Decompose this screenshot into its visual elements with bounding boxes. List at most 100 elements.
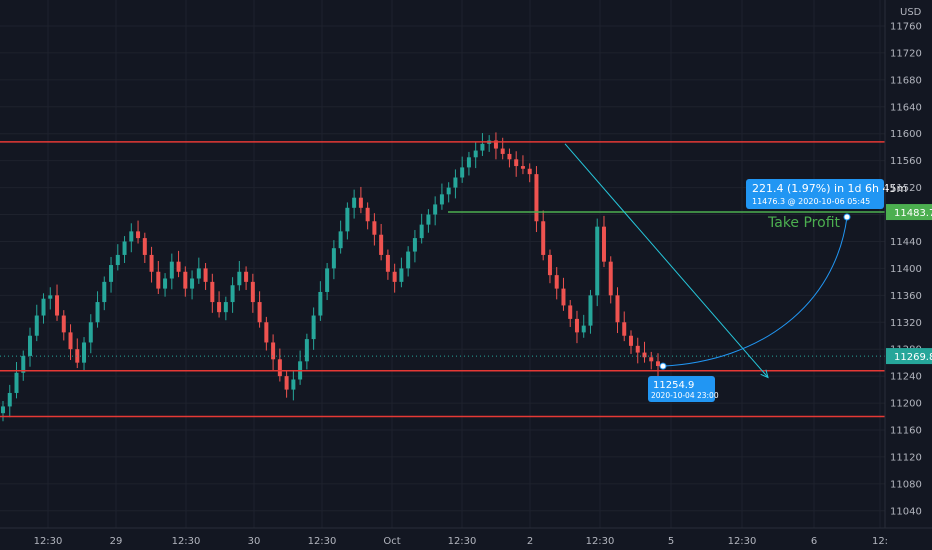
candle-down	[656, 353, 660, 377]
time-axis[interactable]: 12:30 29 12:30 30 12:30 Oct 12:30 2 12:30 5 12:30 6…	[0, 527, 932, 547]
candle-body	[331, 248, 336, 269]
time-tick-label: 6	[811, 536, 817, 547]
candle-down	[136, 220, 141, 244]
candle-body	[507, 153, 512, 160]
candle-body	[176, 261, 181, 272]
price-axis[interactable]: 1104011080111201116011200112401128011320…	[884, 0, 932, 528]
candle-up	[102, 276, 107, 311]
candle-body	[547, 254, 552, 276]
candle-body	[210, 281, 215, 303]
candle-down	[520, 155, 525, 175]
candle-up	[7, 384, 12, 418]
time-tick-label: 30	[248, 536, 261, 547]
price-tick-label: 11400	[890, 264, 922, 275]
candle-body	[109, 265, 114, 282]
candle-down	[392, 263, 397, 293]
candle-body	[595, 226, 600, 296]
candle-body	[419, 224, 424, 239]
price-tick-label: 11040	[890, 506, 922, 517]
time-tick-label: 12:30	[34, 536, 63, 547]
candle-down	[68, 324, 73, 360]
candle-body	[500, 148, 505, 154]
candle-body	[14, 372, 19, 393]
candle-body	[142, 238, 147, 255]
candle-body	[115, 254, 120, 266]
horizontal-levels[interactable]	[0, 141, 885, 418]
candle-body	[291, 379, 296, 390]
candle-down	[628, 330, 633, 354]
candle-body	[426, 214, 431, 225]
price-tick-label: 11720	[890, 48, 922, 59]
candle-body	[493, 140, 498, 149]
candle-body	[460, 167, 465, 178]
candle-up	[588, 289, 593, 334]
candle-body	[385, 254, 390, 272]
take-profit-price-tag	[886, 204, 932, 221]
drawings[interactable]: Take Profit 221.4 (1.97%) in 1d 6h 45m 114…	[564, 143, 907, 402]
candle-up	[304, 333, 309, 370]
candle-down	[358, 186, 363, 214]
candle-down	[561, 277, 566, 311]
candle-body	[250, 281, 255, 303]
candle-body	[203, 268, 208, 282]
price-tick-label: 11320	[890, 318, 922, 329]
candle-body	[223, 302, 228, 313]
candle-body	[561, 288, 566, 306]
candle-body	[399, 268, 404, 282]
candle-up	[345, 202, 350, 240]
candle-up	[21, 350, 26, 381]
candle-up	[426, 209, 431, 233]
candle-body	[412, 238, 417, 252]
candle-body	[588, 295, 593, 326]
price-tick-label: 11600	[890, 129, 922, 140]
entry-label-box	[648, 376, 715, 402]
candle-body	[21, 355, 26, 373]
candle-up	[82, 337, 87, 371]
price-tick-label: 11360	[890, 291, 922, 302]
candle-body	[129, 231, 134, 242]
candle-body	[190, 278, 195, 289]
candle-down	[541, 210, 546, 261]
time-tick-label: 5	[668, 536, 674, 547]
candle-down	[55, 284, 60, 321]
candle-body	[257, 302, 262, 323]
candle-body	[352, 197, 357, 208]
candle-body	[7, 392, 12, 407]
candle-down	[264, 316, 269, 351]
candle-down	[527, 163, 532, 183]
candle-body	[244, 271, 249, 282]
candle-down	[183, 266, 188, 297]
candle-down	[493, 132, 498, 160]
candle-body	[601, 226, 606, 262]
time-tick-label: 29	[110, 536, 123, 547]
candle-up	[230, 277, 235, 313]
time-tick-label: 12:30	[172, 536, 201, 547]
candle-up	[1, 401, 5, 422]
candle-body	[372, 221, 377, 235]
candle-up	[14, 361, 19, 399]
candle-body	[41, 298, 46, 316]
candle-down	[75, 338, 80, 369]
candle-down	[615, 287, 620, 334]
candle-body	[196, 268, 201, 279]
candle-body	[439, 194, 444, 205]
candle-up	[95, 291, 100, 328]
candle-up	[412, 230, 417, 263]
candle-body	[527, 168, 532, 175]
entry-label-price: 11254.9	[653, 380, 694, 391]
candle-body	[82, 342, 87, 363]
candle-up	[311, 307, 316, 350]
time-tick-label: 12:30	[448, 536, 477, 547]
candle-body	[48, 295, 53, 299]
price-tick-label: 11760	[890, 22, 922, 33]
take-profit-price-tag-text: 11483.7	[894, 208, 932, 219]
candle-down	[379, 223, 384, 261]
time-tick-label: 2	[527, 536, 533, 547]
candle-body	[28, 335, 33, 356]
candle-down	[217, 291, 222, 318]
candle-up	[129, 223, 134, 253]
